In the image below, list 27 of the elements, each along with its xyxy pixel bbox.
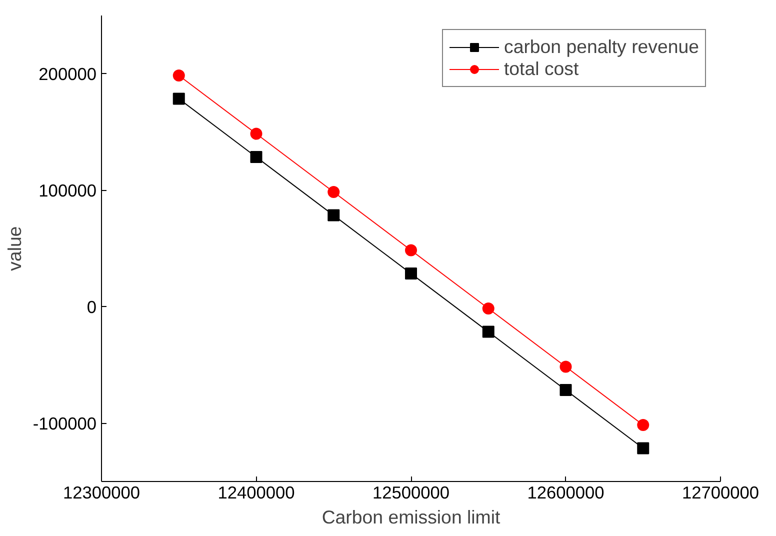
legend-label: carbon penalty revenue — [504, 36, 699, 58]
x-axis-title: Carbon emission limit — [322, 506, 501, 528]
x-tick-label: 12500000 — [372, 482, 450, 502]
point — [328, 186, 340, 198]
y-axis-title: value — [4, 226, 25, 271]
x-tick-label: 12700000 — [682, 482, 760, 502]
point — [482, 326, 494, 338]
legend-label: total cost — [504, 58, 579, 80]
point — [637, 419, 650, 431]
point — [172, 70, 185, 82]
point — [560, 384, 572, 396]
point — [482, 302, 494, 314]
point — [637, 442, 650, 454]
y-tick-label: -100000 — [32, 413, 96, 434]
point — [250, 128, 262, 140]
y-tick-label: 0 — [86, 296, 97, 317]
x-tick-label: 12600000 — [527, 482, 604, 502]
x-tick-label: 12400000 — [218, 482, 295, 502]
point — [560, 360, 572, 373]
y-tick-label: 100000 — [38, 180, 97, 200]
x-tick-label: 12300000 — [62, 482, 140, 502]
y-tick-label: 200000 — [38, 64, 97, 84]
point — [172, 92, 185, 105]
point — [405, 268, 417, 280]
point — [250, 151, 262, 164]
point — [405, 244, 417, 256]
point — [328, 209, 340, 222]
